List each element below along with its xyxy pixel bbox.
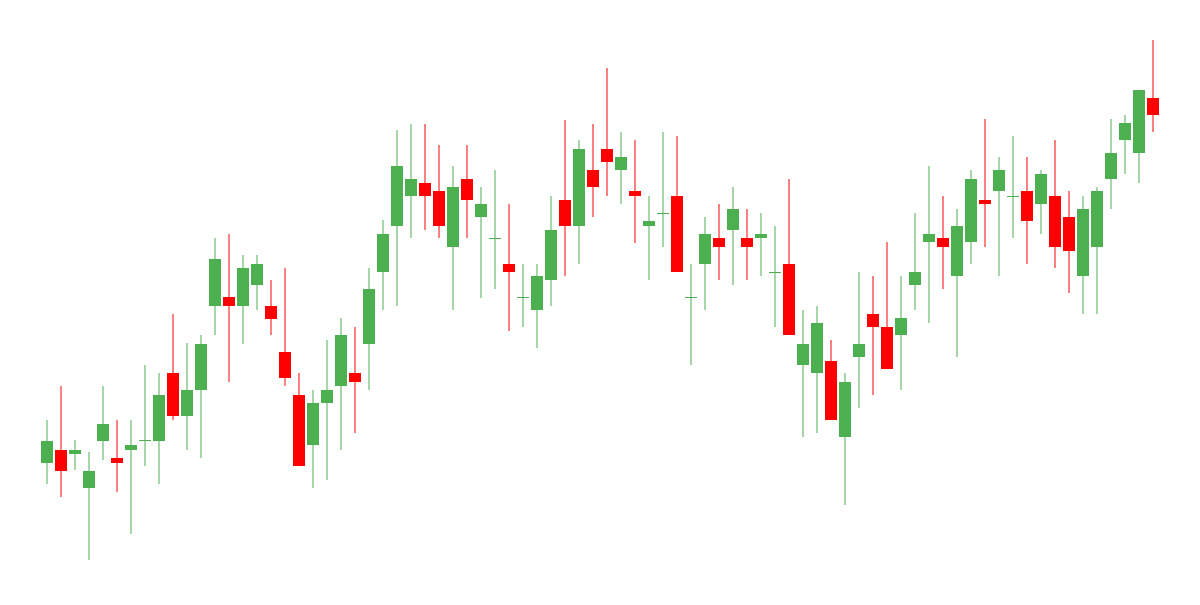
candle-body bbox=[363, 289, 375, 344]
candle-body bbox=[475, 204, 487, 217]
candle-body bbox=[391, 166, 403, 226]
candle-body bbox=[531, 276, 543, 310]
candle-body bbox=[601, 149, 613, 162]
candle-body bbox=[825, 361, 837, 420]
candle-body bbox=[503, 264, 515, 272]
candle-body bbox=[1119, 123, 1131, 140]
candle-body bbox=[699, 234, 711, 264]
candle-body bbox=[881, 327, 893, 369]
candle-body bbox=[195, 344, 207, 390]
candle-body bbox=[895, 318, 907, 335]
candle-body bbox=[993, 170, 1005, 191]
candle-body bbox=[545, 230, 557, 280]
candle-body bbox=[83, 471, 95, 488]
candle-body bbox=[447, 187, 459, 247]
candle-body bbox=[1105, 153, 1117, 179]
candle-body bbox=[923, 234, 935, 242]
candle-body bbox=[517, 297, 529, 298]
candle-body bbox=[433, 191, 445, 226]
candle-body bbox=[727, 209, 739, 230]
candle-body bbox=[1035, 174, 1047, 204]
candle-body bbox=[1147, 98, 1159, 115]
candle-body bbox=[951, 226, 963, 276]
candle-body bbox=[1021, 191, 1033, 221]
candle-body bbox=[643, 221, 655, 226]
candle-body bbox=[405, 179, 417, 196]
candle-body bbox=[811, 323, 823, 373]
candle-body bbox=[769, 272, 781, 273]
candle-body bbox=[937, 238, 949, 247]
candle-body bbox=[965, 179, 977, 242]
candle-body bbox=[55, 450, 67, 471]
candle-body bbox=[797, 344, 809, 365]
candle-body bbox=[265, 306, 277, 319]
candle-body bbox=[111, 458, 123, 463]
candle-body bbox=[153, 395, 165, 441]
candle-body bbox=[97, 424, 109, 441]
candle-body bbox=[237, 268, 249, 306]
candle-body bbox=[1133, 90, 1145, 153]
candle-body bbox=[489, 238, 501, 239]
candle-body bbox=[559, 200, 571, 226]
candle-body bbox=[853, 344, 865, 357]
candle-body bbox=[223, 297, 235, 306]
candle-body bbox=[69, 450, 81, 454]
candle-body bbox=[979, 200, 991, 204]
candle-body bbox=[755, 234, 767, 238]
candle-body bbox=[181, 390, 193, 416]
candle-body bbox=[741, 238, 753, 247]
candle-body bbox=[377, 234, 389, 272]
candle-body bbox=[307, 403, 319, 445]
candle-body bbox=[167, 373, 179, 416]
candle-body bbox=[685, 297, 697, 298]
candle-body bbox=[461, 179, 473, 200]
candle-body bbox=[1063, 217, 1075, 251]
candle-body bbox=[615, 157, 627, 170]
candle-body bbox=[573, 149, 585, 226]
candle-body bbox=[713, 238, 725, 247]
candle-body bbox=[251, 264, 263, 285]
candle-body bbox=[419, 183, 431, 196]
candle-body bbox=[209, 259, 221, 306]
candle-body bbox=[321, 390, 333, 403]
candle-body bbox=[657, 213, 669, 214]
candle-body bbox=[909, 272, 921, 285]
candle-body bbox=[587, 170, 599, 187]
candle-body bbox=[629, 191, 641, 196]
candle-body bbox=[839, 382, 851, 437]
candle-body bbox=[783, 264, 795, 335]
candle-body bbox=[139, 440, 151, 441]
candle-body bbox=[349, 373, 361, 382]
candle-body bbox=[125, 445, 137, 450]
candle-body bbox=[41, 441, 53, 463]
candle-body bbox=[1007, 196, 1019, 197]
candle-body bbox=[1077, 209, 1089, 276]
candle-body bbox=[1091, 191, 1103, 247]
candle-body bbox=[293, 395, 305, 466]
candle-body bbox=[1049, 196, 1061, 247]
candle-body bbox=[867, 314, 879, 327]
candle-body bbox=[279, 352, 291, 378]
candle-body bbox=[335, 335, 347, 386]
candle-body bbox=[671, 196, 683, 272]
